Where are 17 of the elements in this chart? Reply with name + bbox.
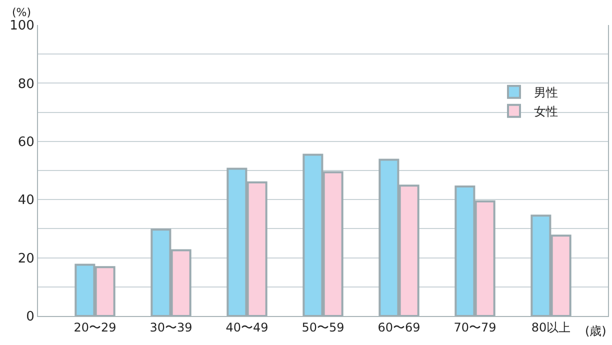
y-tick-label: 20 bbox=[18, 251, 34, 266]
legend-label: 男性 bbox=[534, 86, 558, 100]
y-axis-title: (%) bbox=[12, 6, 32, 19]
x-tick-label: 50〜59 bbox=[302, 320, 344, 334]
x-tick-label: 30〜39 bbox=[150, 320, 192, 334]
y-tick-label: 80 bbox=[18, 76, 34, 92]
x-axis-title: (歳) bbox=[585, 324, 606, 338]
x-tick-label: 40〜49 bbox=[226, 320, 268, 334]
x-tick-label: 80以上 bbox=[531, 320, 571, 334]
x-tick-label: 20〜29 bbox=[74, 320, 116, 334]
x-tick-label: 60〜69 bbox=[378, 320, 420, 334]
y-tick-label: 0 bbox=[26, 310, 34, 325]
y-tick-label: 40 bbox=[18, 193, 34, 208]
y-tick-label: 60 bbox=[18, 134, 34, 150]
legend-label: 女性 bbox=[534, 104, 558, 119]
x-tick-label: 70〜79 bbox=[454, 320, 496, 334]
y-tick-label: 100 bbox=[10, 18, 34, 34]
